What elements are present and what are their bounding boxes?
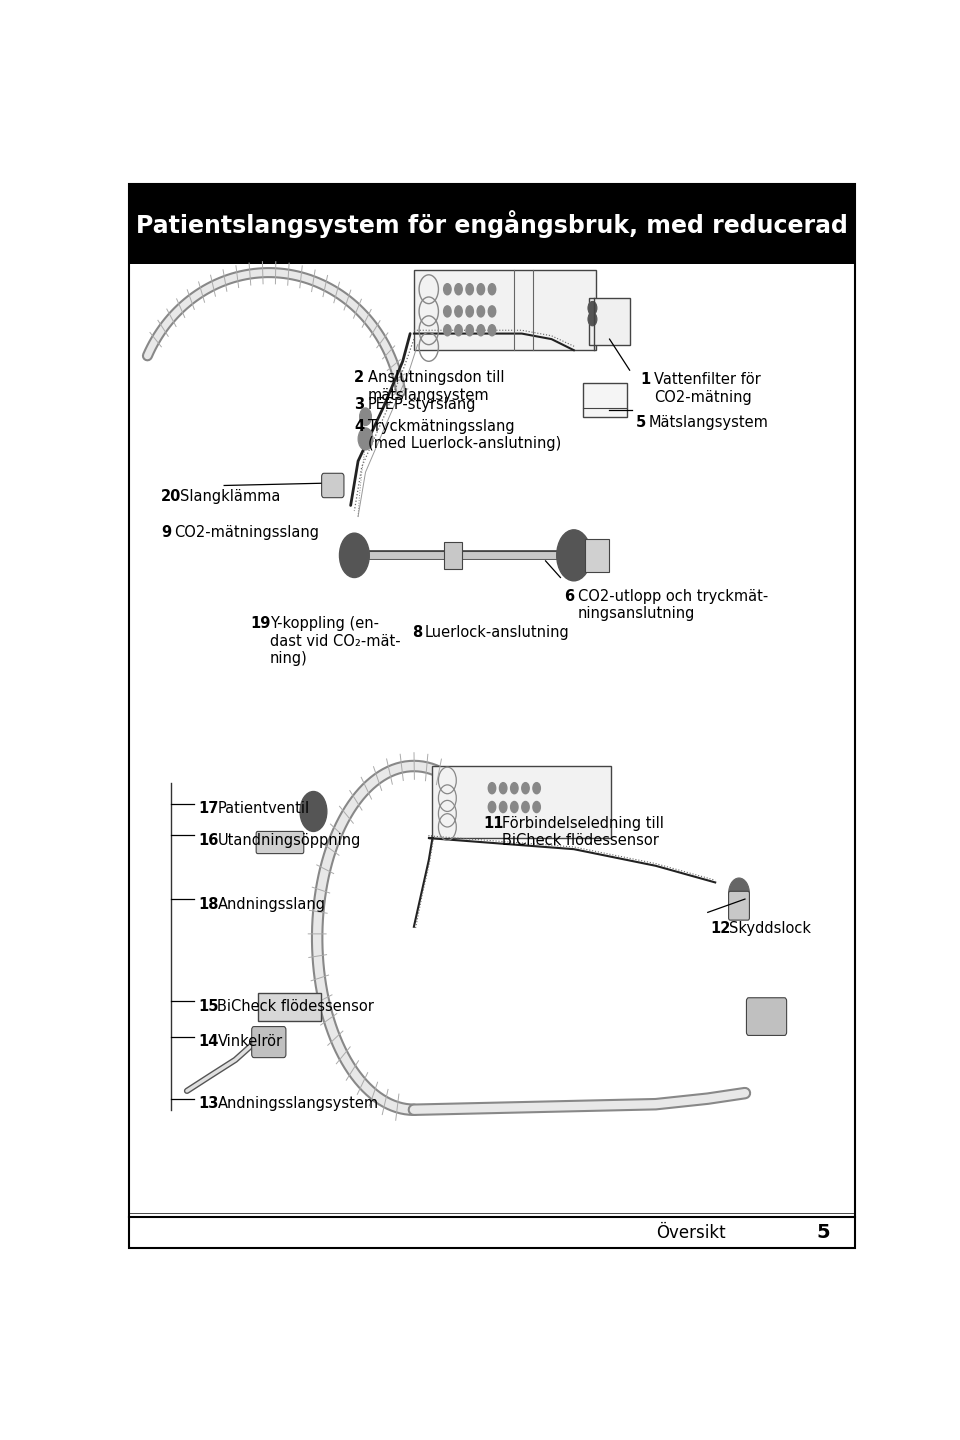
Circle shape [729, 878, 750, 909]
Circle shape [466, 305, 473, 317]
Circle shape [444, 305, 451, 317]
FancyBboxPatch shape [432, 766, 611, 838]
Circle shape [489, 324, 495, 336]
Text: Tryckmätningsslang
(med Luerlock-anslutning): Tryckmätningsslang (med Luerlock-anslutn… [368, 419, 561, 451]
Text: Förbindelseledning till
BiCheck flödessensor: Förbindelseledning till BiCheck flödesse… [502, 816, 664, 848]
Text: 8: 8 [412, 625, 421, 641]
Text: Anslutningsdon till
mätslangsystem: Anslutningsdon till mätslangsystem [368, 370, 504, 403]
Text: Utandningsöppning: Utandningsöppning [218, 832, 361, 848]
Circle shape [455, 324, 463, 336]
Circle shape [489, 802, 495, 812]
Circle shape [511, 782, 518, 793]
Circle shape [489, 782, 495, 793]
Circle shape [477, 305, 485, 317]
Circle shape [477, 284, 485, 295]
Text: Mätslangsystem: Mätslangsystem [649, 415, 769, 429]
FancyBboxPatch shape [414, 271, 596, 350]
Circle shape [522, 782, 529, 793]
Bar [129, 184, 855, 264]
Circle shape [340, 533, 370, 577]
FancyBboxPatch shape [322, 474, 344, 498]
Text: Slangklämma: Slangklämma [180, 488, 280, 504]
Text: 2: 2 [354, 370, 365, 384]
Text: BiCheck flödessensor: BiCheck flödessensor [218, 999, 374, 1014]
Text: 14: 14 [198, 1034, 219, 1050]
Text: 5: 5 [817, 1224, 830, 1243]
Text: Andningsslang: Andningsslang [218, 897, 325, 912]
Text: Luerlock-anslutning: Luerlock-anslutning [425, 625, 570, 641]
Text: 6: 6 [564, 589, 574, 603]
Text: Skyddslock: Skyddslock [730, 922, 811, 936]
Text: Patientventil: Patientventil [218, 802, 309, 816]
Circle shape [511, 802, 518, 812]
Circle shape [499, 802, 507, 812]
Circle shape [499, 782, 507, 793]
Circle shape [455, 284, 463, 295]
Circle shape [489, 284, 495, 295]
Circle shape [466, 284, 473, 295]
FancyBboxPatch shape [583, 383, 628, 416]
Text: CO2-mätningsslang: CO2-mätningsslang [175, 526, 320, 540]
Text: 15: 15 [198, 999, 219, 1014]
Circle shape [489, 305, 495, 317]
FancyBboxPatch shape [252, 1027, 286, 1057]
Circle shape [533, 802, 540, 812]
Text: 9: 9 [161, 526, 171, 540]
Circle shape [522, 802, 529, 812]
Text: 5: 5 [636, 415, 646, 429]
Text: 20: 20 [161, 488, 181, 504]
Circle shape [588, 312, 597, 325]
Circle shape [360, 408, 372, 426]
Text: Vinkelrör: Vinkelrör [218, 1034, 282, 1050]
Text: 18: 18 [198, 897, 219, 912]
Circle shape [444, 284, 451, 295]
Circle shape [466, 324, 473, 336]
Circle shape [557, 530, 591, 580]
Text: Översikt: Översikt [656, 1224, 726, 1241]
Text: CO2-utlopp och tryckmät-
ningsanslutning: CO2-utlopp och tryckmät- ningsanslutning [578, 589, 768, 621]
Text: 17: 17 [198, 802, 219, 816]
Text: Andningsslangsystem: Andningsslangsystem [218, 1096, 378, 1112]
Text: 3: 3 [354, 397, 365, 412]
FancyBboxPatch shape [257, 994, 321, 1021]
FancyBboxPatch shape [256, 831, 303, 854]
Text: 16: 16 [198, 832, 219, 848]
Text: 19: 19 [251, 616, 271, 631]
Text: 4: 4 [354, 419, 365, 433]
Text: Patientslangsystem för engångsbruk, med reducerad dead space-volym: Patientslangsystem för engångsbruk, med … [136, 210, 960, 238]
Circle shape [358, 428, 372, 449]
Text: 11: 11 [483, 816, 504, 831]
Text: 12: 12 [710, 922, 731, 936]
Text: 1: 1 [641, 373, 651, 387]
FancyBboxPatch shape [729, 891, 750, 920]
FancyBboxPatch shape [444, 541, 463, 569]
Circle shape [300, 792, 326, 831]
Circle shape [533, 782, 540, 793]
Text: PEEP-styrslang: PEEP-styrslang [368, 397, 476, 412]
FancyBboxPatch shape [585, 539, 609, 572]
Circle shape [588, 301, 597, 315]
FancyBboxPatch shape [588, 298, 630, 344]
Circle shape [444, 324, 451, 336]
Text: Y-koppling (en-
dast vid CO₂-mät-
ning): Y-koppling (en- dast vid CO₂-mät- ning) [270, 616, 400, 667]
FancyBboxPatch shape [747, 998, 786, 1035]
Circle shape [477, 324, 485, 336]
Circle shape [455, 305, 463, 317]
Text: Vattenfilter för
CO2-mätning: Vattenfilter för CO2-mätning [654, 373, 761, 405]
Text: 13: 13 [198, 1096, 219, 1112]
